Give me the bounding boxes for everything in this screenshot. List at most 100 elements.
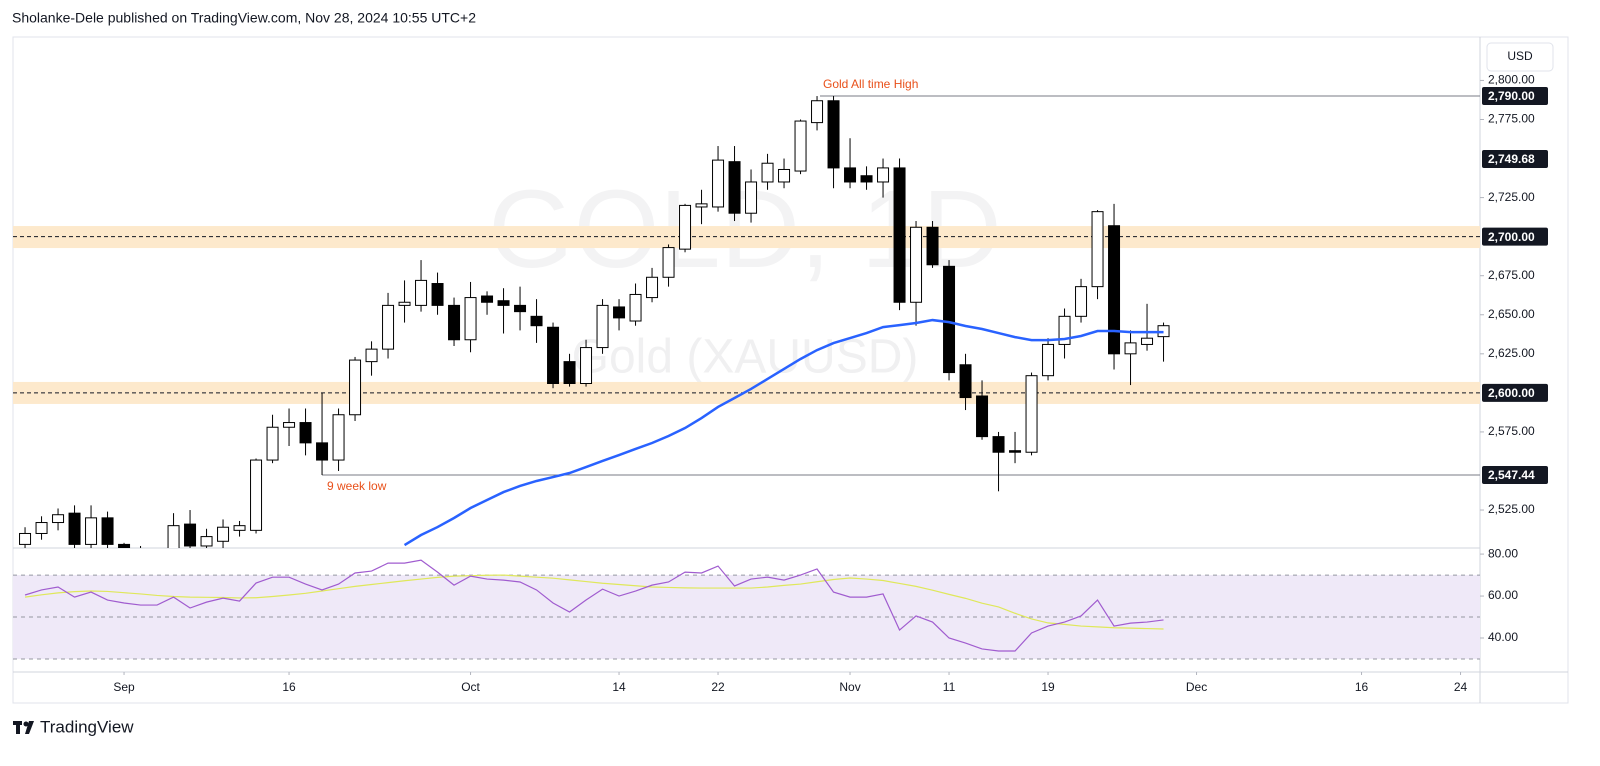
rsi-pane [13,559,1480,660]
candle-body [563,361,576,384]
price-badge [1482,465,1548,484]
candle-body [35,522,48,534]
y-tick-label: 2,525.00 [1488,502,1535,516]
candle-body [827,100,840,169]
candle-body [679,204,692,250]
candle-body [926,226,939,266]
candle-body [728,161,741,214]
annotation: Gold All time High [823,77,918,91]
currency[interactable]: USD [1507,49,1533,63]
x-tick-label: 14 [612,680,626,694]
candle-body [712,159,725,208]
candle-body [844,167,857,183]
candle-body [547,326,560,384]
candle-body [365,348,378,363]
candle-body [662,247,675,278]
rsi-line [24,559,1164,652]
y-tick-label: 2,775.00 [1488,112,1535,126]
axes: Gold All time High 9 week low 2,525.00 2,57… [113,73,1548,694]
candle-body [811,100,824,124]
price-badge-label: 2,790.00 [1488,89,1535,103]
x-tick-label: 22 [711,680,725,694]
candle-body [860,175,873,183]
candle-body [761,162,774,183]
candle-body [745,181,758,214]
x-tick-label: Dec [1186,680,1207,694]
candle-body [893,167,906,303]
candle-body [316,442,329,461]
frame [12,36,1569,704]
x-tick-label: 24 [1454,680,1468,694]
zone [13,381,1480,404]
y-tick-label: 2,575.00 [1488,424,1535,438]
y-tick-label: 2,650.00 [1488,307,1535,321]
candle-body [943,265,956,374]
y-tick-label: 2,625.00 [1488,346,1535,360]
x-tick-label: Oct [461,680,480,694]
candle-body [448,304,461,341]
candle-body [200,536,213,547]
candle-body [1025,375,1038,453]
moving-average [403,318,1164,547]
candle-body [1042,343,1055,377]
candle-body [464,297,477,341]
candle-body [299,422,312,444]
candle-body [415,279,428,306]
candle-body [959,364,972,399]
candle-body [52,514,65,524]
watermark-symbol: Gold (XAUUSD) [572,331,919,384]
x-tick-label: Sep [113,680,135,694]
candle-body [976,395,989,438]
candle-body [778,168,791,183]
price-badge-label: 2,547.44 [1488,468,1535,482]
candle-body [101,517,114,545]
candle-body [1058,315,1071,345]
x-tick-label: Nov [839,680,860,694]
y-tick-label: 2,725.00 [1488,190,1535,204]
rsi-tick-label: 80.00 [1488,546,1518,560]
price-badge [1482,383,1548,402]
price-pane [13,95,1480,560]
candle-body [877,167,890,183]
price-badge [1482,227,1548,246]
price-badge-label: 2,700.00 [1488,230,1535,244]
candle-body [910,226,923,303]
price-badge-label: 2,749.68 [1488,152,1535,166]
candle-body [167,525,180,548]
candle-body [152,554,163,560]
candle-body [266,426,279,461]
candle-body [992,436,1005,453]
candle-body [514,304,527,313]
x-tick-label: 16 [282,680,296,694]
candle-body [497,300,510,306]
rsi-tick-label: 60.00 [1488,588,1518,602]
candle-body [1075,286,1088,317]
rsi-tick-label: 40.00 [1488,630,1518,644]
currency-button[interactable] [1486,42,1554,72]
candle-body [1108,225,1121,355]
candle-body [431,283,444,306]
brand-logo [13,721,34,734]
candle-body [398,301,411,306]
candle-body [1091,211,1104,288]
candle-body [382,304,395,350]
brand: TradingView [40,717,134,736]
candle-body [135,557,146,560]
candle-body [85,517,98,545]
candle-body [283,422,296,428]
candle-body [580,347,593,384]
candle-body [1141,337,1154,345]
y-tick-label: 2,675.00 [1488,268,1535,282]
candle-body [217,526,230,542]
candle-body [613,306,626,319]
y-tick-label: 2,800.00 [1488,73,1535,87]
annotation: 9 week low [327,479,387,493]
candle-body [250,459,263,531]
candle-body [646,276,659,299]
candle-body [596,304,609,349]
candle-body [629,293,642,322]
rsi-band [13,575,1480,659]
x-tick-label: 16 [1355,680,1369,694]
candle-body [233,525,246,531]
